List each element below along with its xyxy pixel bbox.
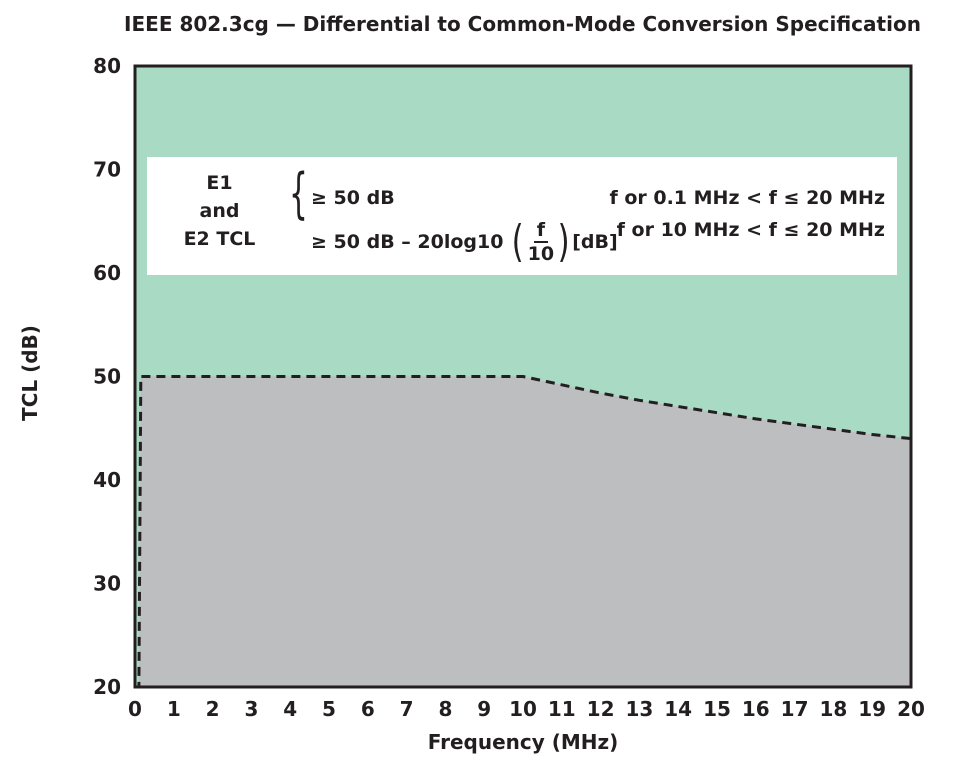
formula-2-suffix: [dB] [572,231,618,253]
x-tick-label: 13 [625,697,653,721]
condition-1: f or 0.1 MHz < f ≤ 20 MHz [609,187,885,209]
x-tick-label: 20 [897,697,925,721]
y-tick-label: 70 [93,158,121,182]
left-brace: { [289,162,308,225]
close-paren: ) [557,216,570,267]
formula-2-prefix: ≥ 50 dB – 20log10 [311,231,504,253]
spec-label-line: E2 TCL [183,228,256,250]
formula-2: ≥ 50 dB – 20log10 ( f 10 ) [dB] [311,219,618,265]
y-tick-label: 30 [93,572,121,596]
x-tick-label: 3 [244,697,258,721]
x-tick-label: 1 [167,697,181,721]
plot-frame [133,64,913,689]
y-axis-label: TCL (dB) [18,325,42,421]
spec-label-line: E1 [206,172,233,194]
x-tick-label: 7 [400,697,414,721]
x-tick-label: 11 [548,697,576,721]
y-tick-label: 40 [93,468,121,492]
x-tick-label: 4 [283,697,297,721]
condition-2: f or 10 MHz < f ≤ 20 MHz [616,219,885,241]
fraction-numerator: f [533,219,548,243]
x-tick-label: 14 [664,697,692,721]
x-tick-label: 5 [322,697,336,721]
spec-label-line: and [199,200,240,222]
fail-region-area [135,376,911,687]
x-tick-label: 9 [477,697,491,721]
x-axis-label: Frequency (MHz) [427,730,619,754]
x-axis-ticks: 0 1 2 3 4 5 6 7 8 9 10 11 12 13 14 15 16 17 18 19 20 [128,697,925,721]
x-tick-label: 2 [206,697,220,721]
tcl-limit-line [135,375,912,689]
chart-title: IEEE 802.3cg — Differential to Common-Mo… [124,12,921,36]
x-tick-label: 10 [509,697,537,721]
x-tick-label: 15 [703,697,731,721]
spec-label: E1 and E2 TCL [147,169,292,253]
x-tick-label: 0 [128,697,142,721]
x-tick-label: 17 [781,697,809,721]
x-tick-label: 12 [587,697,615,721]
x-tick-label: 19 [858,697,886,721]
fraction: f 10 [528,219,554,265]
fraction-denominator: 10 [527,243,555,265]
y-tick-label: 50 [93,365,121,389]
x-tick-label: 18 [819,697,847,721]
y-tick-label: 80 [93,54,121,78]
formula-1: ≥ 50 dB [311,187,395,209]
y-axis-ticks: 20 30 40 50 60 70 80 [93,54,121,699]
specification-box: E1 and E2 TCL { ≥ 50 dB ≥ 50 dB – 20log1… [147,157,897,275]
x-tick-label: 16 [742,697,770,721]
y-tick-label: 60 [93,261,121,285]
y-tick-label: 20 [93,675,121,699]
x-tick-label: 6 [361,697,375,721]
x-tick-label: 8 [438,697,452,721]
open-paren: ( [512,216,525,267]
